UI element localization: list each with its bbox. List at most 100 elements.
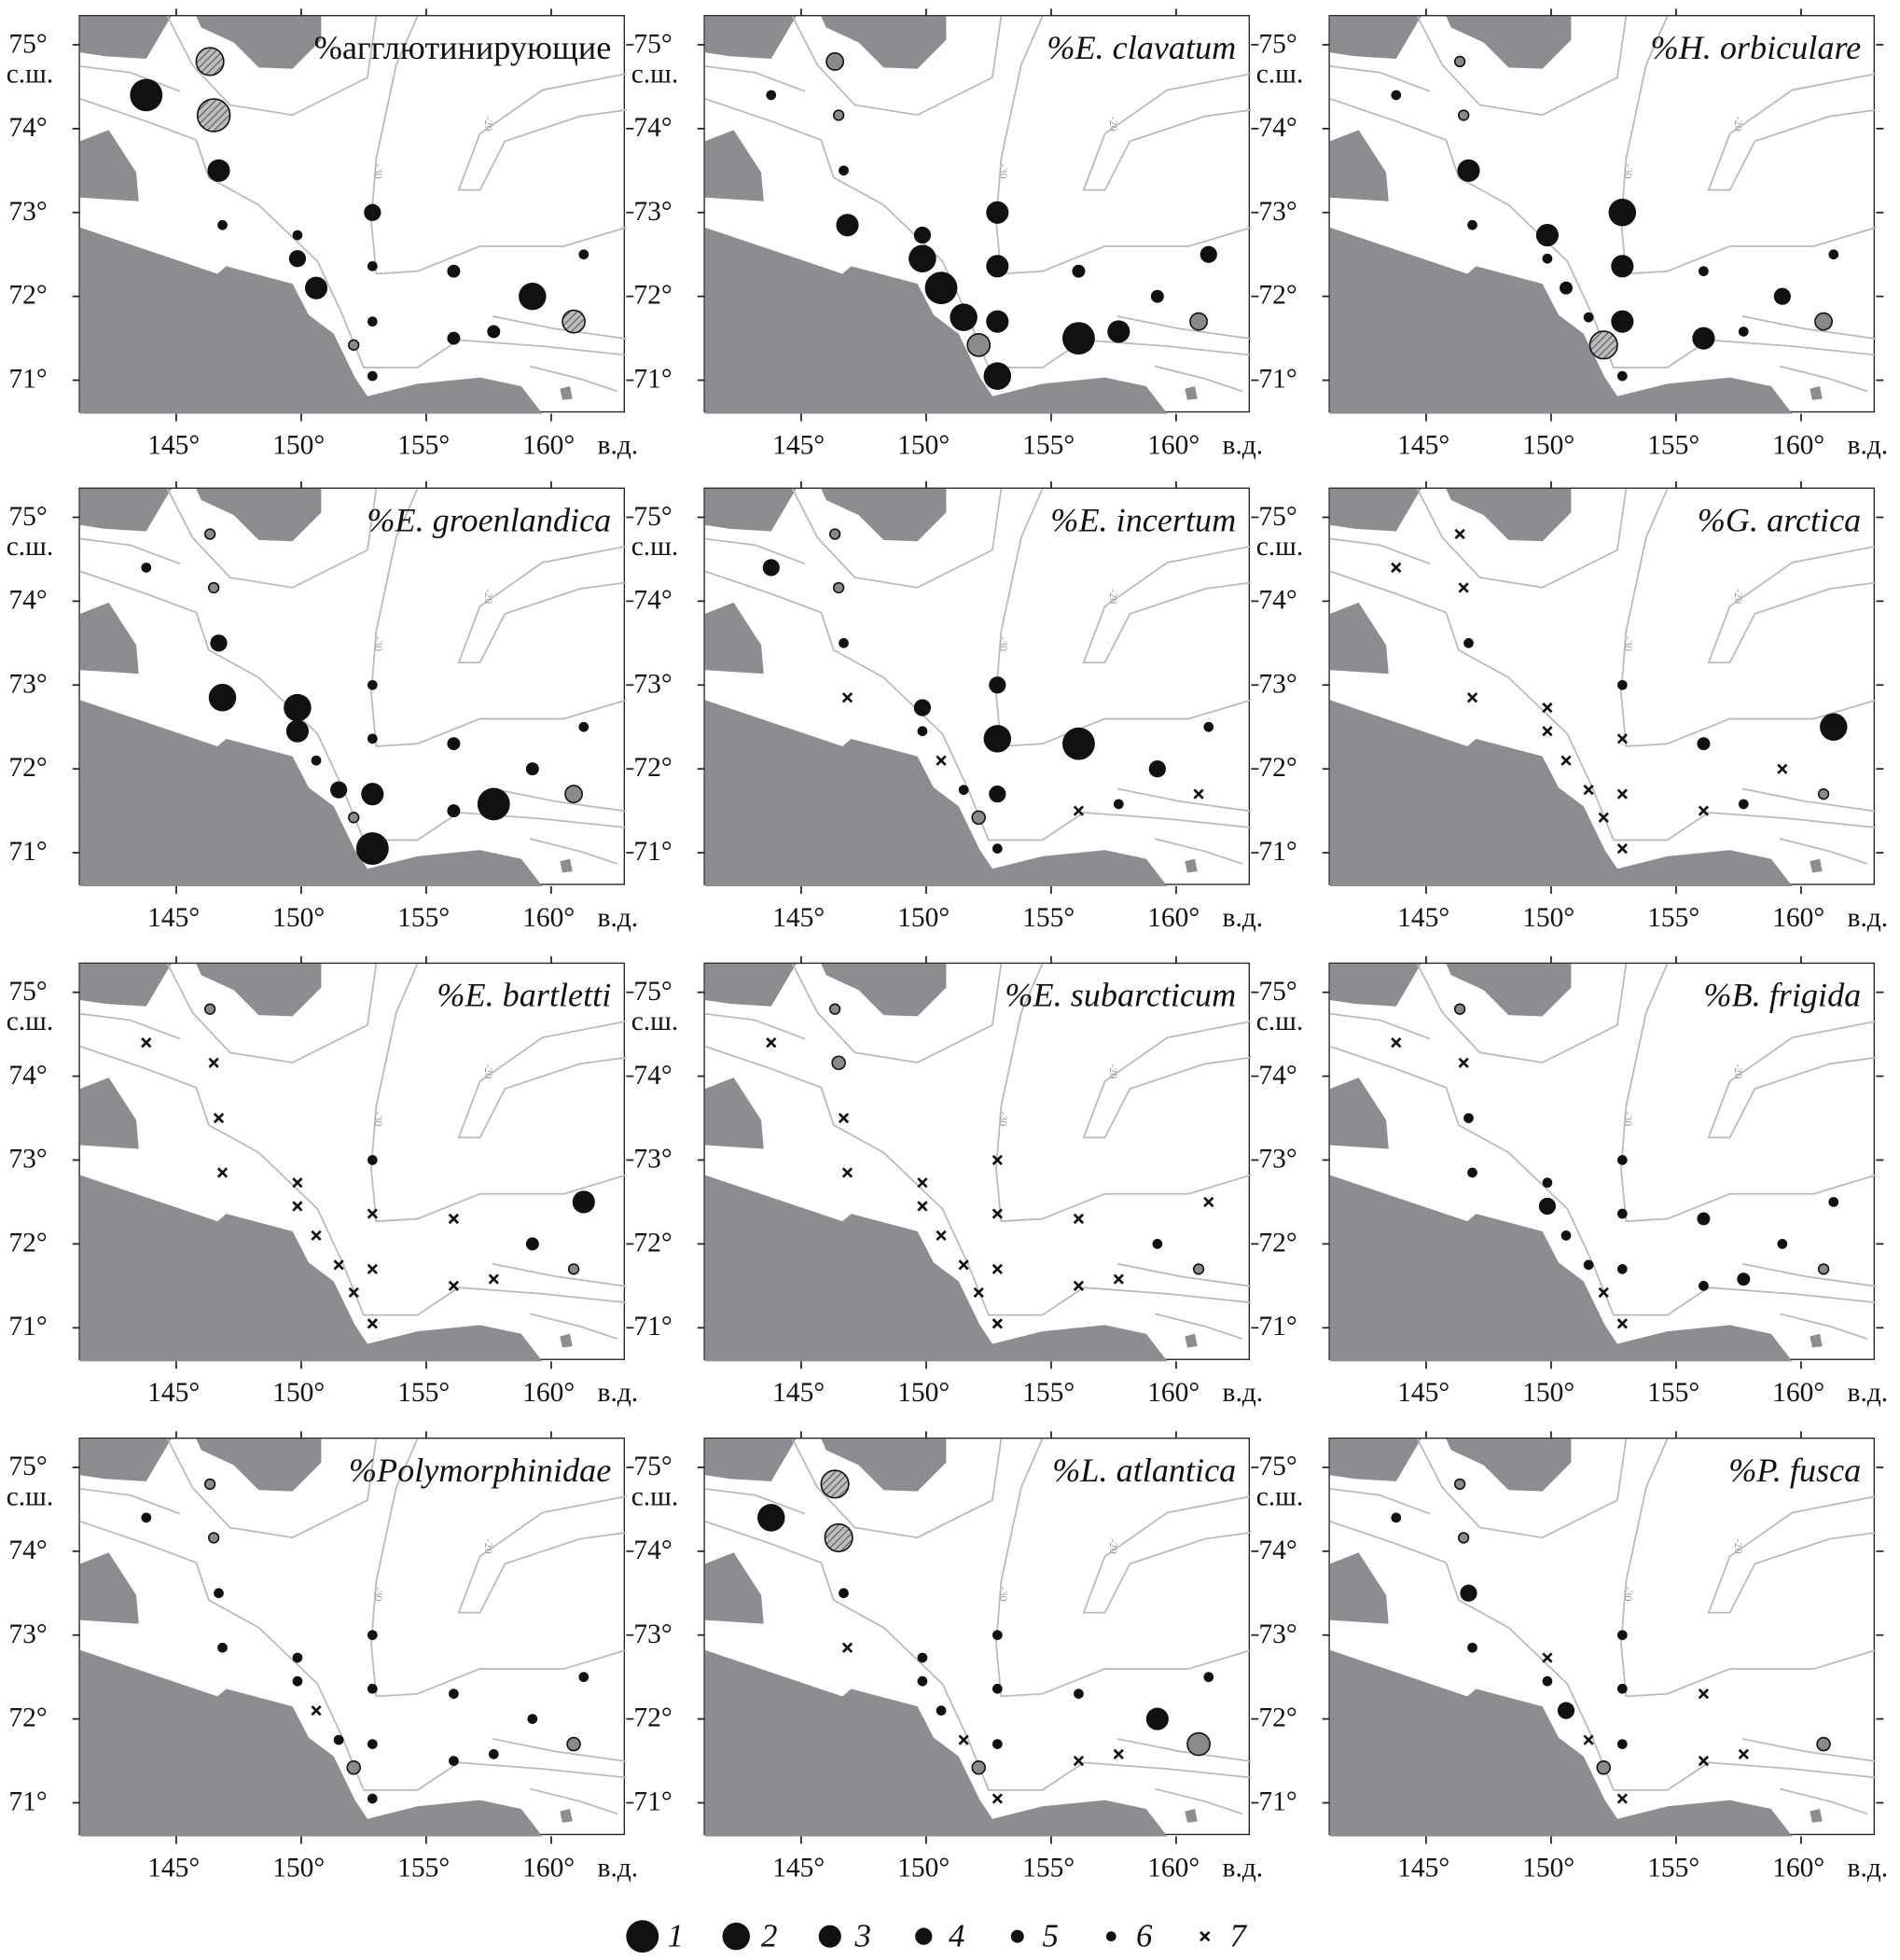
- legend-label: 1: [667, 1917, 684, 1954]
- station-marker-class-5-grey: [346, 1759, 361, 1775]
- lon-label: 145°: [147, 901, 201, 933]
- map-panel: -30 -20 %H. orbiculare: [1322, 8, 1884, 422]
- station-marker-cross: [1391, 562, 1402, 574]
- station-marker-class-4: [989, 676, 1006, 694]
- depth-contour: [1329, 1045, 1877, 1316]
- depth-contour: [79, 65, 181, 92]
- station-marker-cross: [1583, 785, 1594, 796]
- station-marker-class-1: [1062, 727, 1095, 760]
- lat-unit: с.ш.: [631, 529, 679, 562]
- contour-label: -30: [997, 1111, 1010, 1126]
- panel-title: %Polymorphinidae: [348, 1451, 612, 1489]
- station-marker-class-6-grey: [832, 581, 845, 594]
- circle-symbol-icon: [818, 1925, 841, 1948]
- lon-label: 155°: [397, 901, 451, 933]
- lat-label: 75°: [8, 27, 48, 59]
- station-marker-class-6: [1560, 1230, 1572, 1241]
- station-marker-class-6: [839, 165, 849, 176]
- station-marker-class-6: [992, 843, 1003, 854]
- depth-contour: [1707, 73, 1877, 191]
- station-marker-class-1: [924, 271, 958, 305]
- lat-unit: с.ш.: [1255, 1005, 1304, 1036]
- land-north-island: [196, 16, 322, 69]
- legend-label: 4: [949, 1917, 965, 1954]
- station-marker-cross: [216, 1167, 229, 1178]
- depth-contour: [1116, 1262, 1252, 1287]
- lat-unit: с.ш.: [631, 1480, 679, 1511]
- station-marker-class-4: [288, 250, 307, 268]
- depth-contour: [1416, 1438, 1628, 1539]
- station-marker-class-6: [141, 563, 152, 573]
- station-marker-cross: [973, 1286, 984, 1299]
- contour-label: -20: [482, 589, 495, 604]
- lon-label: 160°: [1772, 1376, 1825, 1408]
- depth-contour: [457, 73, 627, 191]
- depth-contour: [529, 1787, 618, 1815]
- station-marker-class-6: [1203, 721, 1214, 732]
- lat-label: 74°: [8, 583, 48, 616]
- station-marker-class-5: [1697, 737, 1711, 751]
- depth-contour: [1620, 1438, 1877, 1698]
- depth-contour: [704, 1045, 1252, 1316]
- station-marker-class-2-hatched: [195, 47, 225, 76]
- depth-contour: [704, 1012, 806, 1040]
- station-marker-class-6: [578, 249, 589, 260]
- lat-label: 73°: [1258, 195, 1297, 227]
- station-marker-cross: [1113, 1273, 1124, 1285]
- depth-contour: [1741, 787, 1877, 813]
- lon-unit: в.д.: [1222, 1851, 1264, 1884]
- land-islet: [560, 858, 573, 873]
- land-north-island: [821, 964, 947, 1017]
- station-marker-class-5-grey: [831, 1055, 846, 1070]
- lon-label: 150°: [1522, 1851, 1575, 1884]
- contour-label: -30: [1622, 1586, 1635, 1601]
- station-marker-cross: [1542, 726, 1553, 737]
- lat-label: 72°: [8, 278, 48, 311]
- contour-label: -20: [1732, 117, 1745, 132]
- depth-contour: [492, 787, 627, 813]
- station-marker-class-2-hatched: [820, 1469, 850, 1499]
- station-marker-class-6-grey: [1817, 788, 1830, 800]
- depth-contour: [995, 1438, 1252, 1698]
- land-west-island: [79, 1077, 139, 1149]
- station-marker-cross: [1698, 1688, 1710, 1700]
- lon-label: 160°: [1147, 901, 1200, 933]
- station-marker-class-2: [983, 725, 1012, 753]
- station-marker-class-1: [355, 832, 389, 866]
- lat-label: 72°: [633, 278, 673, 311]
- station-marker-class-6: [1467, 1642, 1477, 1653]
- contour-label: -30: [372, 1111, 385, 1126]
- station-marker-class-6: [839, 637, 849, 648]
- station-marker-class-6-grey: [203, 1003, 216, 1015]
- depth-contour: [1154, 365, 1243, 393]
- station-marker-class-6: [1828, 249, 1839, 260]
- legend-item: 1: [625, 1918, 684, 1955]
- land-west-island: [704, 1077, 764, 1149]
- land-west-island: [704, 130, 764, 202]
- depth-contour: [1779, 365, 1868, 393]
- panel-title: %E. bartletti: [437, 976, 612, 1014]
- lat-label: 71°: [1258, 1785, 1297, 1817]
- depth-contour: [1329, 65, 1431, 92]
- legend-label: 3: [854, 1917, 871, 1954]
- station-marker-class-6: [1616, 1739, 1628, 1749]
- station-marker-cross: [1458, 582, 1469, 593]
- map: -30 -20: [697, 956, 1259, 1369]
- circle-symbol-icon: [626, 1920, 659, 1953]
- lat-label: 71°: [633, 835, 673, 867]
- station-marker-class-5: [487, 325, 501, 339]
- station-marker-class-6: [1467, 1167, 1477, 1178]
- lon-label: 150°: [272, 428, 326, 461]
- lat-label: 71°: [633, 1785, 673, 1817]
- lon-label: 150°: [1522, 901, 1575, 933]
- station-marker-cross: [1113, 1748, 1124, 1759]
- station-marker-cross: [917, 1177, 928, 1189]
- lat-label: 73°: [633, 1617, 673, 1649]
- map-panel: -30 -20 %E. incertum: [697, 480, 1259, 895]
- depth-contour: [457, 1020, 627, 1139]
- lat-label: 74°: [1258, 583, 1297, 616]
- station-marker-class-4-grey: [1814, 312, 1833, 331]
- contour-label: -20: [482, 1063, 495, 1078]
- land-mainland: [704, 1175, 1168, 1362]
- station-marker-class-5: [1697, 1212, 1711, 1226]
